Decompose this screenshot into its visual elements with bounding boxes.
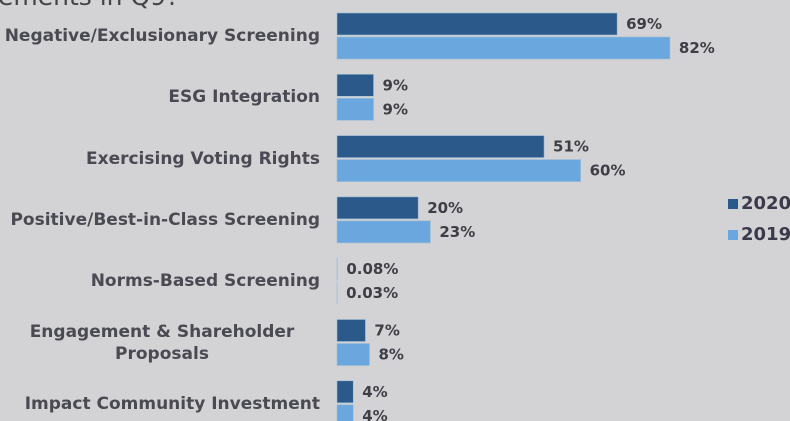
category-label: Exercising Voting Rights bbox=[0, 148, 320, 170]
value-label: 8% bbox=[378, 346, 403, 364]
bar bbox=[336, 159, 581, 182]
bar bbox=[336, 36, 671, 60]
value-label: 9% bbox=[383, 100, 408, 118]
value-label: 7% bbox=[374, 322, 399, 340]
bar bbox=[336, 12, 618, 36]
category-text: Engagement & Shareholder Proposals bbox=[29, 321, 295, 364]
bar bbox=[336, 196, 419, 220]
category-label: Engagement & Shareholder Proposals bbox=[0, 321, 320, 365]
value-label: 4% bbox=[362, 407, 387, 421]
category-label: Norms-Based Screening bbox=[0, 270, 320, 292]
value-label: 4% bbox=[362, 383, 387, 401]
value-label: 82% bbox=[679, 39, 715, 57]
bar bbox=[336, 98, 374, 121]
value-label: 51% bbox=[553, 138, 589, 156]
category-text: Negative/Exclusionary Screening bbox=[4, 26, 320, 46]
category-label: Negative/Exclusionary Screening bbox=[0, 25, 320, 47]
bar bbox=[336, 380, 354, 404]
value-label: 0.03% bbox=[346, 284, 398, 302]
bar bbox=[336, 343, 370, 366]
value-label: 60% bbox=[590, 162, 626, 180]
category-text: Impact Community Investment bbox=[24, 393, 320, 414]
category-label: ESG Integration bbox=[0, 86, 320, 108]
legend-swatch bbox=[728, 199, 738, 209]
bar bbox=[336, 135, 545, 158]
bar bbox=[336, 220, 431, 244]
value-label: 9% bbox=[383, 76, 408, 94]
bar bbox=[336, 404, 354, 421]
category-text: ESG Integration bbox=[168, 87, 320, 108]
category-label: Impact Community Investment bbox=[0, 393, 320, 415]
bar bbox=[336, 74, 374, 97]
category-label: Positive/Best-in-Class Screening bbox=[0, 209, 320, 231]
value-label: 23% bbox=[439, 223, 475, 241]
category-text: Norms-Based Screening bbox=[90, 271, 320, 292]
category-text: Exercising Voting Rights bbox=[85, 148, 320, 169]
legend-swatch bbox=[728, 230, 738, 240]
value-label: 20% bbox=[427, 199, 463, 217]
bar bbox=[336, 319, 366, 342]
value-label: 0.08% bbox=[346, 260, 398, 278]
legend-label: 2020 bbox=[741, 193, 790, 214]
value-label: 69% bbox=[626, 15, 662, 33]
legend-label: 2019 bbox=[741, 224, 790, 245]
category-text: Positive/Best-in-Class Screening bbox=[10, 209, 320, 230]
chart-title: ements in Q9? bbox=[0, 0, 179, 11]
